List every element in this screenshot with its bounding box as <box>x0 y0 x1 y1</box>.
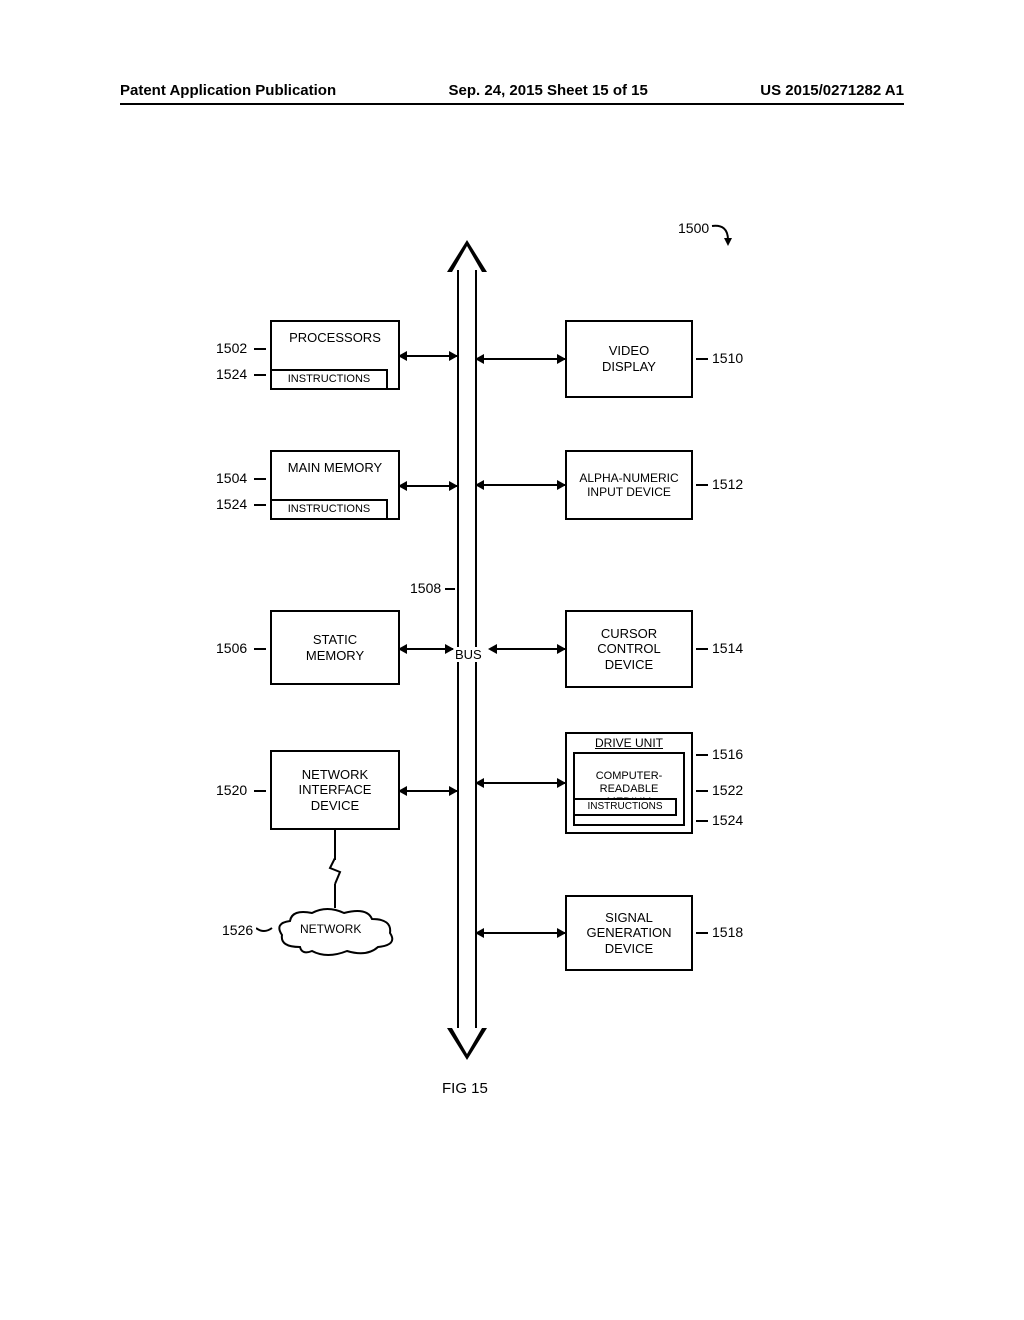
nic-link-zig <box>326 858 344 886</box>
header-left: Patent Application Publication <box>120 82 336 99</box>
figure-caption: FIG 15 <box>442 1080 488 1097</box>
arrow-video-l <box>475 354 484 364</box>
nic-link-line2 <box>334 884 336 908</box>
ref-1512-tick <box>696 484 708 486</box>
box-static-memory: STATIC MEMORY <box>270 610 400 685</box>
ref-1506: 1506 <box>216 640 247 656</box>
input-title: ALPHA-NUMERIC INPUT DEVICE <box>579 471 678 500</box>
ref-1504-tick <box>254 478 266 480</box>
arrow-cursor-l <box>488 644 497 654</box>
ref-1508: 1508 <box>410 580 441 596</box>
ref-1522: 1522 <box>712 782 743 798</box>
arrow-nic-l <box>398 786 407 796</box>
nic-link-line1 <box>334 830 336 860</box>
ref-1504: 1504 <box>216 470 247 486</box>
ref-1508-tick <box>445 588 455 590</box>
arrow-video <box>477 358 565 360</box>
ref-1502-tick <box>254 348 266 350</box>
header-right: US 2015/0271282 A1 <box>760 82 904 99</box>
ref-1516: 1516 <box>712 746 743 762</box>
static-memory-title: STATIC MEMORY <box>306 632 364 663</box>
signal-title: SIGNAL GENERATION DEVICE <box>587 910 672 957</box>
ref-1520-tick <box>254 790 266 792</box>
box-cursor-device: CURSOR CONTROL DEVICE <box>565 610 693 688</box>
arrow-mainmem-l <box>398 481 407 491</box>
nic-title: NETWORK INTERFACE DEVICE <box>299 767 372 814</box>
drive-instructions: INSTRUCTIONS <box>573 798 677 816</box>
arrow-drive-l <box>475 778 484 788</box>
cursor-title: CURSOR CONTROL DEVICE <box>597 626 661 673</box>
arrow-processors-r <box>449 351 458 361</box>
ref-1526-tick <box>256 922 274 938</box>
ref-1510: 1510 <box>712 350 743 366</box>
ref-1506-tick <box>254 648 266 650</box>
ref-1526: 1526 <box>222 922 253 938</box>
arrow-input <box>477 484 565 486</box>
patent-page: Patent Application Publication Sep. 24, … <box>0 0 1024 1320</box>
arrow-input-r <box>557 480 566 490</box>
ref-1522-tick <box>696 790 708 792</box>
ref-1516-tick <box>696 754 708 756</box>
ref-1514: 1514 <box>712 640 743 656</box>
ref-1524c: 1524 <box>712 812 743 828</box>
video-title: VIDEO DISPLAY <box>602 343 656 374</box>
arrow-signal <box>477 932 565 934</box>
arrow-signal-r <box>557 928 566 938</box>
drive-medium-box: COMPUTER- READABLE MEDIUM INSTRUCTIONS <box>573 752 685 826</box>
ref-1502: 1502 <box>216 340 247 356</box>
arrow-drive-r <box>557 778 566 788</box>
page-header: Patent Application Publication Sep. 24, … <box>120 82 904 105</box>
box-nic: NETWORK INTERFACE DEVICE <box>270 750 400 830</box>
ref-1510-tick <box>696 358 708 360</box>
ref-1524b: 1524 <box>216 496 247 512</box>
arrow-static-r <box>445 644 454 654</box>
drive-title: DRIVE UNIT <box>595 736 663 750</box>
arrow-static-l <box>398 644 407 654</box>
arrow-video-r <box>557 354 566 364</box>
box-signal-device: SIGNAL GENERATION DEVICE <box>565 895 693 971</box>
ref-1520: 1520 <box>216 782 247 798</box>
arrow-processors-l <box>398 351 407 361</box>
box-main-memory: MAIN MEMORY INSTRUCTIONS <box>270 450 400 520</box>
arrow-mainmem-r <box>449 481 458 491</box>
bus-label: BUS <box>455 647 482 662</box>
ref-1518: 1518 <box>712 924 743 940</box>
ref-1512: 1512 <box>712 476 743 492</box>
ref-1524a-tick <box>254 374 266 376</box>
box-video-display: VIDEO DISPLAY <box>565 320 693 398</box>
box-processors: PROCESSORS INSTRUCTIONS <box>270 320 400 390</box>
header-center: Sep. 24, 2015 Sheet 15 of 15 <box>449 82 648 99</box>
arrow-input-l <box>475 480 484 490</box>
box-drive-unit: DRIVE UNIT COMPUTER- READABLE MEDIUM INS… <box>565 732 693 834</box>
ref-1500-hook <box>710 224 740 250</box>
arrow-cursor <box>490 648 565 650</box>
ref-1524c-tick <box>696 820 708 822</box>
ref-1514-tick <box>696 648 708 650</box>
network-title: NETWORK <box>300 922 361 936</box>
ref-1524b-tick <box>254 504 266 506</box>
processors-instructions: INSTRUCTIONS <box>270 369 388 390</box>
main-memory-title: MAIN MEMORY <box>288 460 382 476</box>
ref-1518-tick <box>696 932 708 934</box>
ref-1500: 1500 <box>678 220 709 236</box>
ref-1524a: 1524 <box>216 366 247 382</box>
main-memory-instructions: INSTRUCTIONS <box>270 499 388 520</box>
arrow-cursor-r <box>557 644 566 654</box>
processors-title: PROCESSORS <box>289 330 381 346</box>
arrow-drive <box>477 782 565 784</box>
figure-15-diagram: 1500 BUS 1508 PROCESSORS INSTRUCTIONS 15… <box>0 160 1024 1160</box>
arrow-signal-l <box>475 928 484 938</box>
box-input-device: ALPHA-NUMERIC INPUT DEVICE <box>565 450 693 520</box>
arrow-nic-r <box>449 786 458 796</box>
